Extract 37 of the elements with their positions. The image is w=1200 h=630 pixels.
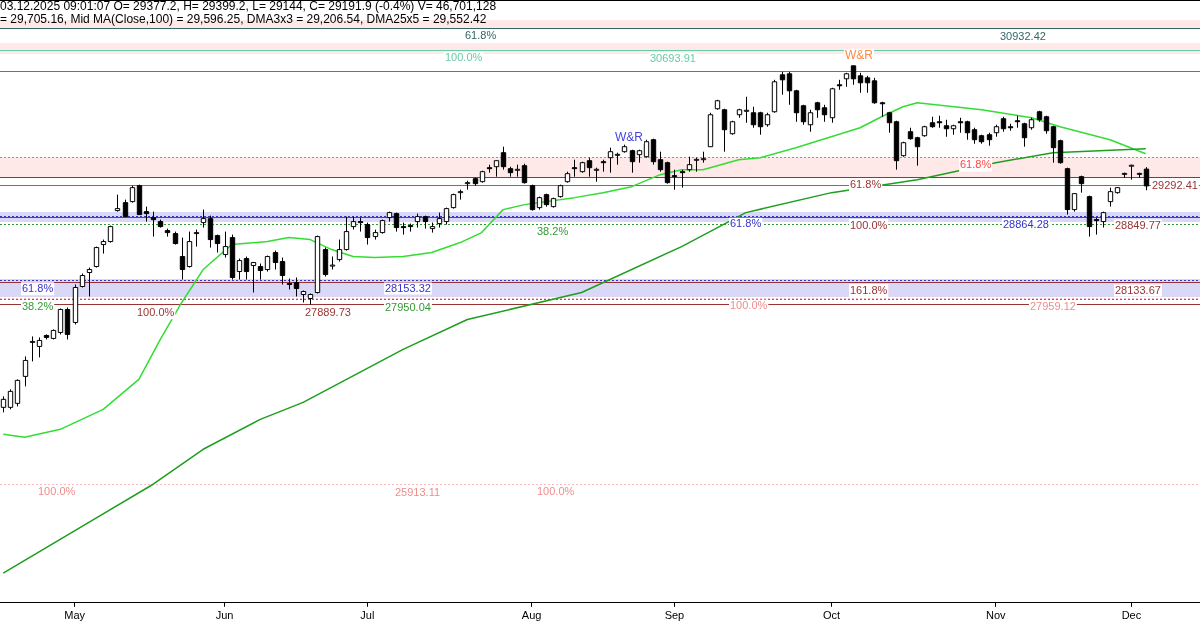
annotation: W&R — [845, 48, 874, 63]
x-tick-label: Nov — [985, 609, 1007, 622]
annotation: 100.0% — [445, 51, 483, 64]
annotation: 100.0% — [850, 218, 888, 231]
annotation: 100.0% — [38, 485, 76, 498]
ref-line-label: 25913.11 — [395, 486, 441, 499]
annotation: W&R — [615, 130, 644, 145]
x-tick-label: Aug — [521, 609, 542, 622]
ref-line-label: 27950.04 — [385, 301, 431, 314]
annotation: 61.8% — [22, 281, 54, 294]
annotation: 100.0% — [730, 299, 768, 312]
annotation: 61.8% — [730, 217, 762, 230]
chart-title: 03.12.2025 09:01:07 O= 29377.2, H= 29399.2, L= 29144, C= 29191.9 (-0.4%) V= 46,701,128 — [0, 0, 497, 13]
annotation: 61.8% — [850, 178, 882, 191]
ref-line-label: 28133.67 — [1115, 284, 1161, 297]
text: = 29,705.16, Mid MA(Close,100) = 29,596.25, DMA3x3 = 29,206.54, DMA25x5 = 29,552.42 — [0, 12, 488, 26]
ref-line-label: 27889.73 — [305, 306, 351, 319]
annotation: 38.2% — [537, 225, 569, 238]
ref-line-label: 28849.77 — [1115, 219, 1161, 232]
x-tick-label: Oct — [822, 609, 841, 622]
annotation: 38.2% — [22, 300, 54, 313]
annotation: 100.0% — [137, 305, 175, 318]
annotation: 161.8% — [850, 283, 888, 296]
x-tick-label: May — [64, 609, 86, 622]
ref-line-label: 29292.41 — [1152, 179, 1198, 192]
ref-line-label: 30932.42 — [1000, 30, 1046, 43]
x-tick-label: Jul — [360, 609, 375, 622]
annotation: 61.8% — [465, 29, 497, 42]
annotation: 61.8% — [960, 158, 992, 171]
x-tick-label: Dec — [1121, 609, 1142, 622]
x-tick-label: Sep — [664, 609, 685, 622]
ref-line-label: 28153.32 — [385, 282, 431, 295]
ref-line-label: 27959.12 — [1030, 300, 1076, 313]
x-tick-label: Jun — [215, 609, 234, 622]
ref-line-label: 30693.91 — [650, 52, 696, 65]
annotation: 100.0% — [537, 485, 575, 498]
ref-line-label: 28864.28 — [1003, 218, 1049, 231]
